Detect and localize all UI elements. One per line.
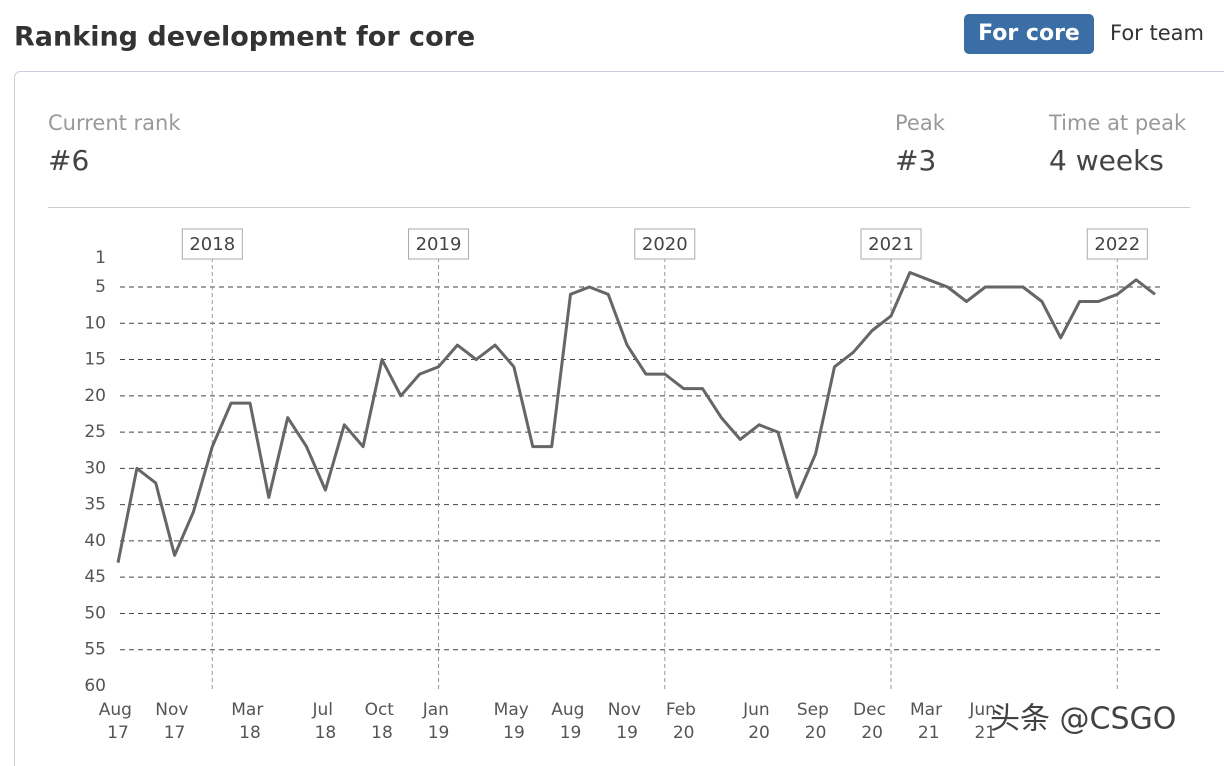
core-button[interactable] (964, 14, 1094, 54)
y-tick-label: 60 (84, 676, 106, 696)
y-tick-label: 45 (84, 567, 106, 587)
y-tick-label: 1 (95, 248, 106, 268)
x-tick-label: Nov 19 (608, 700, 647, 743)
stat-label: Peak (895, 111, 946, 135)
x-tick-label: May 19 (494, 700, 535, 743)
x-tick-label: Mar 18 (231, 700, 268, 743)
year-label: 2019 (416, 234, 462, 255)
stat-label: Current rank (48, 111, 181, 135)
x-tick-label: Jun 20 (742, 700, 775, 743)
x-tick-label: Nov 17 (155, 700, 194, 743)
year-box (181, 228, 243, 260)
stat-label: Time at peak (1048, 111, 1187, 135)
y-tick-label: 35 (84, 495, 106, 515)
team-button-label[interactable]: For team (1110, 21, 1204, 45)
stat-value: #3 (895, 144, 936, 177)
x-tick-label: Mar 21 (910, 700, 947, 743)
x-tick-label: Dec 20 (853, 700, 891, 743)
x-tick-label: Jun 21 (968, 700, 1001, 743)
y-tick-label: 50 (84, 603, 106, 623)
stat-value: 4 weeks (1049, 144, 1164, 177)
y-tick-label: 40 (84, 531, 106, 551)
x-tick-label: Oct 18 (365, 700, 400, 743)
y-tick-label: 5 (95, 277, 106, 297)
y-tick-label: 25 (84, 422, 106, 442)
year-box (1086, 228, 1148, 260)
year-box (408, 228, 470, 260)
year-label: 2020 (642, 234, 688, 255)
rank-line (116, 271, 1156, 563)
year-label: 2018 (189, 234, 235, 255)
year-label: 2022 (1094, 234, 1140, 255)
y-tick-label: 55 (84, 640, 106, 660)
x-tick-label: Aug 19 (551, 700, 590, 743)
y-tick-label: 15 (84, 350, 106, 370)
x-tick-label: Jul 18 (311, 700, 338, 743)
card (14, 71, 1224, 766)
watermark: 头条 @CSGO (990, 702, 1176, 737)
x-tick-label: Aug 17 (99, 700, 138, 743)
x-tick-label: Jan 19 (422, 700, 455, 743)
y-tick-label: 30 (84, 458, 106, 478)
y-tick-label: 10 (84, 313, 106, 333)
core-button-label[interactable]: For core (978, 21, 1080, 46)
page-title: Ranking development for core (14, 22, 475, 53)
x-tick-label: Sep 20 (797, 700, 834, 743)
year-box (860, 228, 922, 260)
year-label: 2021 (868, 234, 914, 255)
y-tick-label: 20 (84, 386, 106, 406)
stat-value: #6 (48, 144, 89, 177)
x-tick-label: Feb 20 (666, 700, 702, 743)
year-box (634, 228, 696, 260)
